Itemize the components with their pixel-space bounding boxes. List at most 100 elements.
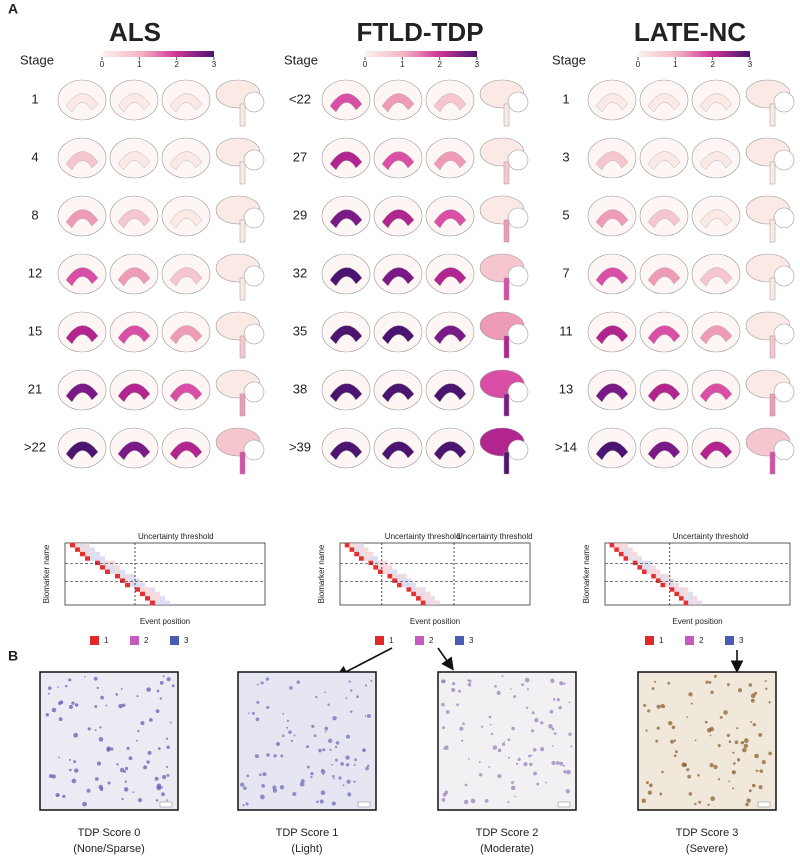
cell bbox=[488, 715, 492, 719]
heatmap-cell bbox=[140, 587, 145, 592]
cell bbox=[444, 790, 449, 795]
brain-region bbox=[647, 151, 681, 171]
brain-region bbox=[169, 383, 203, 403]
cell bbox=[671, 725, 676, 730]
cell bbox=[673, 754, 677, 758]
heatmap-cell bbox=[382, 565, 388, 570]
cell bbox=[100, 695, 104, 700]
brain-row bbox=[587, 195, 795, 243]
arrow bbox=[437, 647, 454, 671]
brain-region bbox=[699, 383, 733, 403]
cell bbox=[347, 792, 352, 797]
heatmap-cell bbox=[411, 587, 416, 592]
brain-region bbox=[169, 151, 203, 171]
heatmap-cell bbox=[642, 565, 647, 570]
cell bbox=[540, 721, 544, 725]
stage-label: 29 bbox=[293, 207, 307, 222]
cell bbox=[728, 740, 732, 744]
cell bbox=[94, 729, 97, 732]
brain-region bbox=[329, 93, 363, 113]
colorbar bbox=[102, 51, 214, 57]
heatmap-cell bbox=[679, 591, 684, 597]
heatmap-cell bbox=[406, 582, 412, 588]
heatmap-cell bbox=[387, 569, 393, 574]
cell bbox=[768, 701, 771, 704]
heatmap-cell bbox=[349, 547, 355, 552]
stage-header: Stage bbox=[20, 52, 54, 67]
cell bbox=[47, 692, 50, 695]
cell bbox=[743, 738, 749, 744]
cell bbox=[280, 754, 284, 758]
legend-label: 2 bbox=[699, 636, 704, 645]
image-subtitle: (Severe) bbox=[686, 843, 728, 855]
cell bbox=[441, 702, 445, 707]
heatmap-cell bbox=[688, 600, 693, 605]
image-title: TDP Score 2 bbox=[476, 827, 539, 839]
heatmap-cell bbox=[406, 578, 412, 583]
heatmap-cell bbox=[354, 551, 359, 557]
brain-region bbox=[117, 151, 151, 171]
threshold-label: Uncertainty threshold bbox=[673, 532, 749, 541]
cell bbox=[259, 794, 265, 800]
brain-row bbox=[321, 195, 529, 243]
cell bbox=[332, 775, 335, 778]
cell bbox=[82, 801, 87, 807]
heatmap-cell bbox=[378, 569, 383, 574]
brain-row bbox=[321, 427, 529, 475]
cell bbox=[563, 682, 566, 685]
cell bbox=[292, 791, 297, 797]
cell bbox=[256, 683, 259, 686]
heatmap-cell bbox=[155, 600, 160, 605]
cell bbox=[489, 723, 492, 726]
brain-region bbox=[699, 151, 733, 171]
cell bbox=[492, 745, 498, 750]
heatmap-cell bbox=[100, 560, 105, 566]
cell bbox=[334, 745, 338, 749]
cell bbox=[248, 712, 250, 715]
brain-row bbox=[57, 253, 265, 301]
heatmap-cell bbox=[110, 565, 115, 570]
heatmap-cell bbox=[155, 591, 160, 597]
cell bbox=[166, 745, 170, 749]
colorbar-tick-label: 1 bbox=[137, 60, 142, 69]
heatmap-cell bbox=[632, 551, 638, 557]
brainstem bbox=[503, 219, 510, 243]
brain-region bbox=[169, 93, 203, 113]
brain-region bbox=[433, 325, 467, 345]
heatmap-cell bbox=[125, 574, 130, 579]
heatmap-cell bbox=[344, 543, 350, 548]
cell bbox=[160, 786, 164, 789]
heatmap-cell bbox=[100, 556, 105, 561]
heatmap-cell bbox=[387, 565, 393, 570]
heatmap-cell bbox=[420, 596, 426, 601]
cell bbox=[243, 786, 247, 791]
cell bbox=[461, 739, 464, 742]
cell bbox=[754, 691, 758, 695]
micrograph bbox=[237, 671, 377, 811]
heatmap-cell bbox=[623, 551, 629, 557]
cell bbox=[441, 679, 446, 684]
heatmap-cell bbox=[359, 556, 364, 561]
stage-label: 7 bbox=[562, 265, 569, 280]
cell bbox=[688, 792, 693, 796]
cell bbox=[690, 702, 693, 705]
cell bbox=[660, 703, 665, 709]
cell bbox=[286, 719, 290, 722]
x-axis-label: Event position bbox=[410, 617, 460, 626]
brain-region bbox=[329, 209, 363, 229]
heatmap-cell bbox=[165, 600, 170, 605]
cell bbox=[299, 781, 305, 787]
cell bbox=[143, 765, 148, 770]
cell bbox=[120, 688, 123, 690]
cell bbox=[756, 770, 759, 772]
cell bbox=[686, 768, 690, 772]
heatmap-cell bbox=[115, 569, 120, 574]
brain-region bbox=[433, 93, 467, 113]
brain-region bbox=[381, 441, 415, 461]
heatmap-cell bbox=[397, 574, 402, 579]
cell bbox=[751, 783, 756, 788]
heatmap-cell bbox=[373, 556, 378, 561]
cell bbox=[121, 797, 124, 801]
heatmap-cell bbox=[354, 543, 359, 548]
stage-label: 15 bbox=[28, 323, 42, 338]
